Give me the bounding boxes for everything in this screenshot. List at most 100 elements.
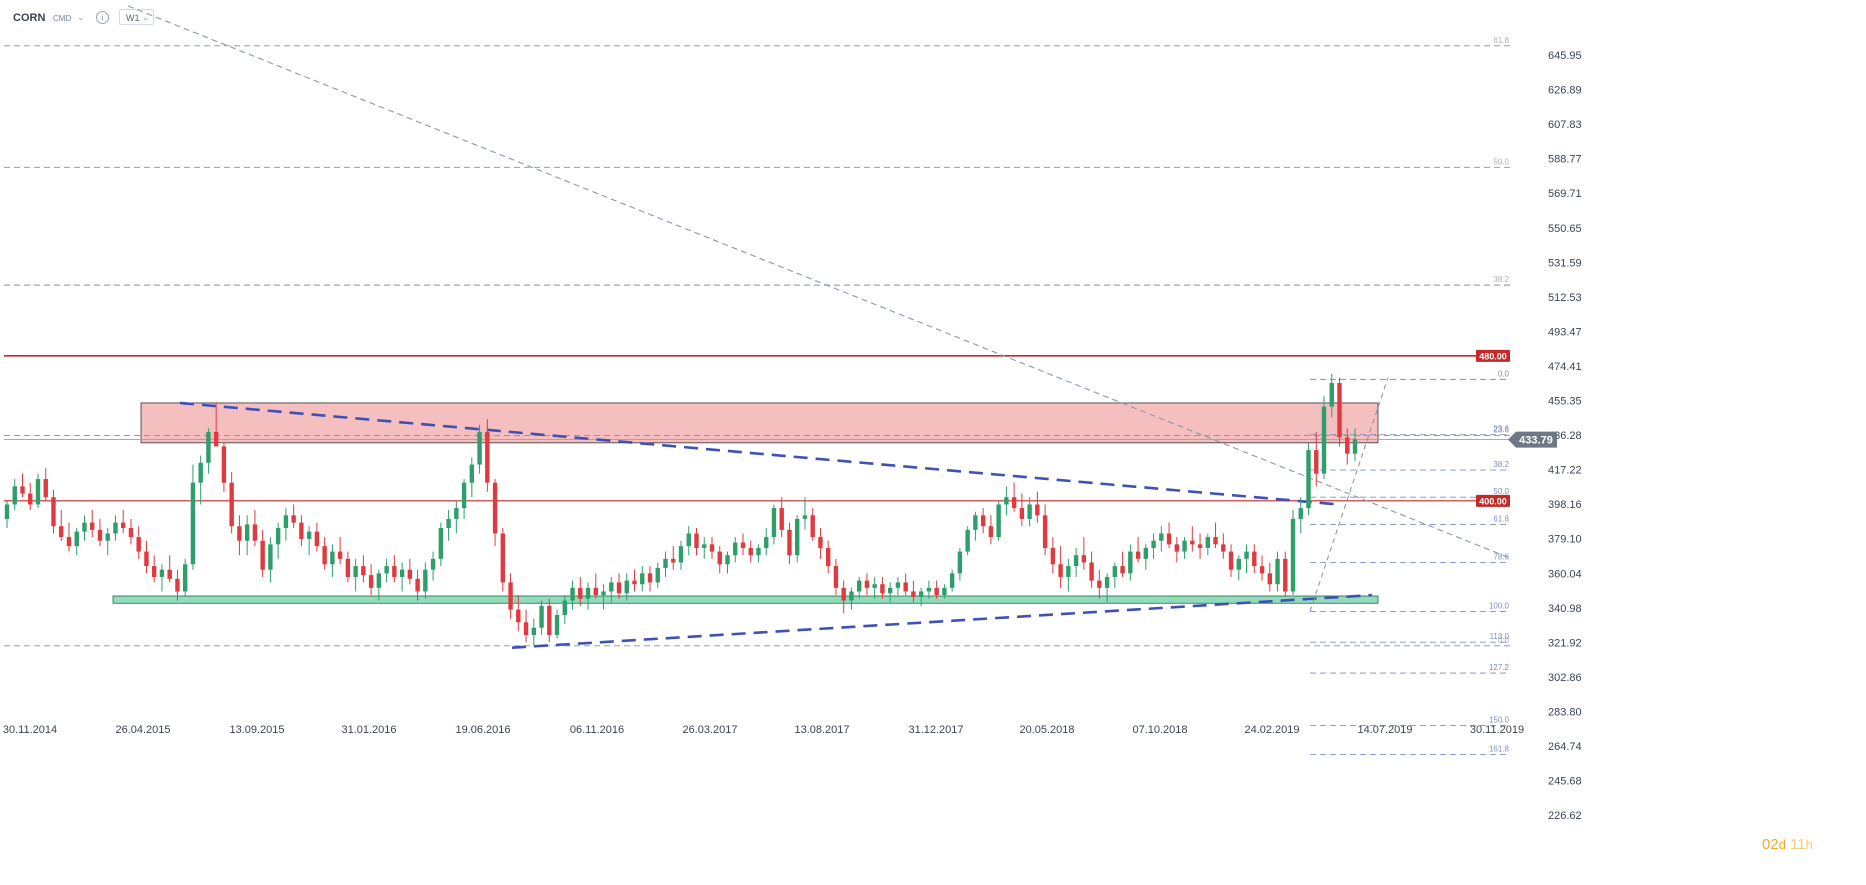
y-axis-tick-label: 588.77	[1548, 154, 1582, 166]
bear-candle	[717, 551, 722, 565]
bear-candle	[818, 537, 823, 548]
bear-candle	[810, 515, 815, 538]
bull-candle	[849, 591, 854, 601]
bear-candle	[1081, 555, 1087, 563]
bull-candle	[268, 544, 273, 570]
bear-candle	[632, 580, 637, 585]
x-axis-tick-label: 13.09.2015	[229, 724, 284, 736]
bull-candle	[1128, 551, 1133, 574]
y-axis-tick-label: 302.86	[1548, 672, 1582, 684]
ascending-trendline	[511, 593, 1373, 649]
chevron-down-icon[interactable]: ⌄	[77, 12, 85, 22]
instrument-type-label[interactable]: CMD	[53, 14, 72, 23]
timer-hours: 11	[1790, 836, 1806, 853]
y-axis-tick-label: 379.10	[1548, 534, 1582, 546]
bear-candle	[547, 605, 552, 635]
bear-candle	[337, 551, 343, 559]
bear-candle	[880, 584, 885, 594]
x-axis-tick-label: 06.11.2016	[570, 724, 624, 736]
bear-candle	[1190, 540, 1195, 545]
bear-candle	[260, 540, 265, 570]
bull-candle	[438, 528, 444, 559]
level-price-tag-label: 480.00	[1479, 351, 1507, 361]
bull-candle	[764, 537, 769, 548]
bull-candle	[725, 555, 730, 565]
bull-candle	[1182, 540, 1187, 552]
level-price-tag	[1476, 349, 1510, 362]
current-price-tag	[1508, 431, 1557, 448]
bear-candle	[1213, 537, 1218, 545]
x-axis-tick-label: 14.07.2019	[1357, 724, 1412, 736]
bear-candle	[1259, 566, 1265, 574]
bull-candle	[454, 508, 459, 519]
bull-candle	[1004, 497, 1009, 505]
bull-candle	[887, 587, 893, 594]
bear-candle	[392, 566, 397, 577]
bear-candle	[516, 609, 521, 623]
bull-candle	[1073, 555, 1079, 567]
bear-candle	[825, 547, 831, 567]
info-icon[interactable]: i	[96, 11, 109, 24]
x-axis-tick-label: 30.11.2019	[1470, 724, 1524, 736]
fib-long-level-label: 50.0	[1493, 157, 1509, 166]
bear-candle	[291, 515, 296, 523]
bear-candle	[237, 526, 242, 541]
bull-candle	[1306, 450, 1311, 509]
bull-candle	[35, 479, 41, 505]
bull-candle	[585, 587, 591, 599]
bull-candle	[802, 515, 808, 519]
bull-candle	[1275, 558, 1280, 585]
bear-candle	[1337, 383, 1342, 438]
timer-hours-unit: h	[1805, 837, 1813, 852]
symbol-label[interactable]: CORN	[13, 12, 46, 24]
y-axis-tick-label: 417.22	[1548, 465, 1582, 477]
bull-candle	[74, 531, 79, 547]
bull-candle	[554, 615, 560, 635]
y-axis-tick-label: 569.71	[1548, 188, 1582, 200]
current-price-tag-label: 433.79	[1519, 435, 1553, 447]
bear-candle	[1228, 551, 1234, 570]
x-axis-tick-label: 19.06.2016	[455, 724, 510, 736]
bull-candle	[756, 547, 761, 556]
bear-candle	[1097, 580, 1102, 588]
bull-candle	[655, 567, 660, 583]
bear-candle	[151, 566, 157, 577]
bear-candle	[1174, 544, 1180, 552]
bear-candle	[322, 546, 327, 565]
bull-candle	[926, 587, 932, 592]
bull-candle	[244, 524, 250, 541]
bear-candle	[1314, 450, 1319, 474]
bear-candle	[1166, 533, 1172, 545]
bear-candle	[20, 486, 25, 494]
bull-candle	[1244, 551, 1249, 559]
bull-candle	[1329, 383, 1334, 407]
bear-candle	[1197, 544, 1203, 548]
bear-candle	[508, 582, 513, 610]
bull-candle	[957, 551, 963, 574]
bull-candle	[330, 551, 335, 565]
bull-candle	[973, 515, 978, 530]
bear-candle	[144, 551, 149, 567]
bull-candle	[702, 544, 707, 548]
fib-short-level-label: 61.8	[1493, 514, 1509, 523]
bull-candle	[12, 486, 17, 505]
bear-candle	[299, 522, 304, 539]
bear-candle	[252, 524, 258, 541]
bear-candle	[740, 542, 746, 548]
interval-select[interactable]: W1 ⌄	[119, 9, 154, 25]
level-price-tag-label: 400.00	[1479, 496, 1507, 506]
bull-candle	[1352, 439, 1358, 454]
bear-candle	[368, 575, 374, 588]
bear-candle	[1135, 551, 1141, 559]
bull-candle	[461, 482, 467, 509]
bear-candle	[1283, 558, 1288, 592]
fib-short-level-label: 150.0	[1489, 716, 1510, 725]
chart-toolbar: CORN CMD ⌄ i W1 ⌄	[0, 0, 600, 34]
bull-candle	[353, 566, 358, 577]
bear-candle	[1042, 515, 1048, 548]
bear-candle	[485, 431, 490, 483]
bear-candle	[779, 508, 784, 530]
bull-candle	[678, 546, 684, 563]
level-price-tag	[1476, 494, 1510, 507]
